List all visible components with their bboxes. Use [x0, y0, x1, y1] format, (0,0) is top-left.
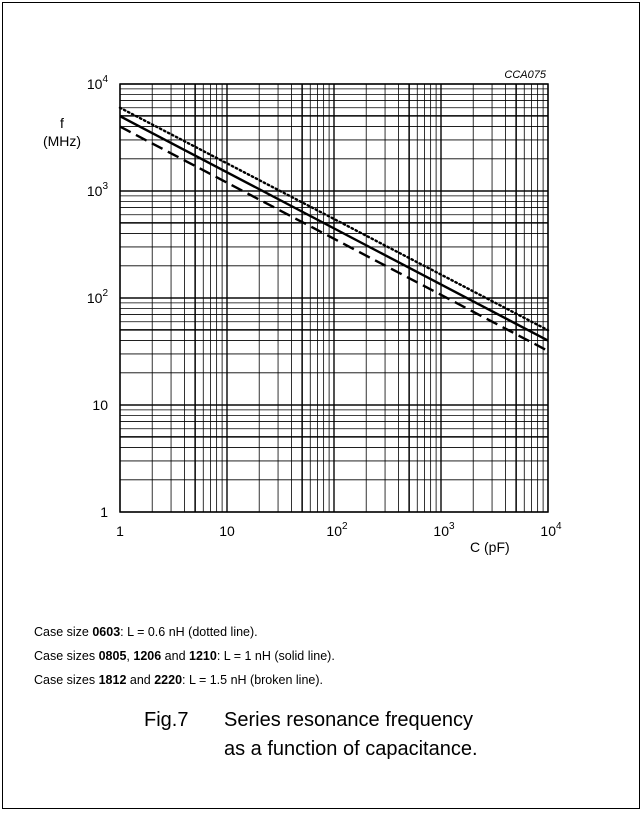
caption-line-2: as a function of capacitance.	[224, 738, 478, 760]
grid	[119, 83, 549, 513]
y-tick-label: 102	[87, 288, 109, 306]
tick-labels: 1 10 102 103 104 1 10 102 103 104	[87, 74, 562, 539]
caption-line-1: Series resonance frequency	[224, 709, 474, 731]
y-tick-label: 10	[92, 397, 108, 413]
y-axis-label: f	[60, 115, 64, 131]
x-tick-label: 104	[540, 521, 562, 539]
x-tick-label: 102	[326, 521, 348, 539]
x-tick-label: 103	[433, 521, 455, 539]
y-axis-label-symbol: f	[60, 115, 64, 131]
legend-item-dotted: Case size 0603: L = 0.6 nH (dotted line)…	[34, 625, 258, 639]
legend-item-broken: Case sizes 1812 and 2220: L = 1.5 nH (br…	[34, 673, 323, 687]
plot-border	[119, 83, 549, 513]
series-line-dashed	[119, 125, 549, 353]
x-tick-label: 1	[116, 523, 124, 539]
series-line-dotted	[118, 106, 550, 332]
y-tick-label: 104	[87, 74, 109, 92]
series-layer	[118, 106, 550, 353]
reference-code: CCA075	[504, 69, 546, 81]
y-axis-label-unit: (MHz)	[43, 133, 81, 149]
figure-number: Fig.7	[144, 709, 189, 731]
y-tick-label: 1	[100, 504, 108, 520]
legend-item-solid: Case sizes 0805, 1206 and 1210: L = 1 nH…	[34, 649, 335, 663]
series-line-solid	[119, 115, 549, 342]
resonance-chart: CCA075 f (MHz) C (pF) 1 10 102 103 104 1 10 102…	[43, 69, 562, 555]
figure-caption: Fig.7 Series resonance frequency as a fun…	[144, 706, 478, 764]
x-tick-label: 10	[219, 523, 235, 539]
x-axis-label: C (pF)	[470, 539, 510, 555]
legend: Case size 0603: L = 0.6 nH (dotted line)…	[34, 620, 335, 692]
y-tick-label: 103	[87, 181, 109, 199]
